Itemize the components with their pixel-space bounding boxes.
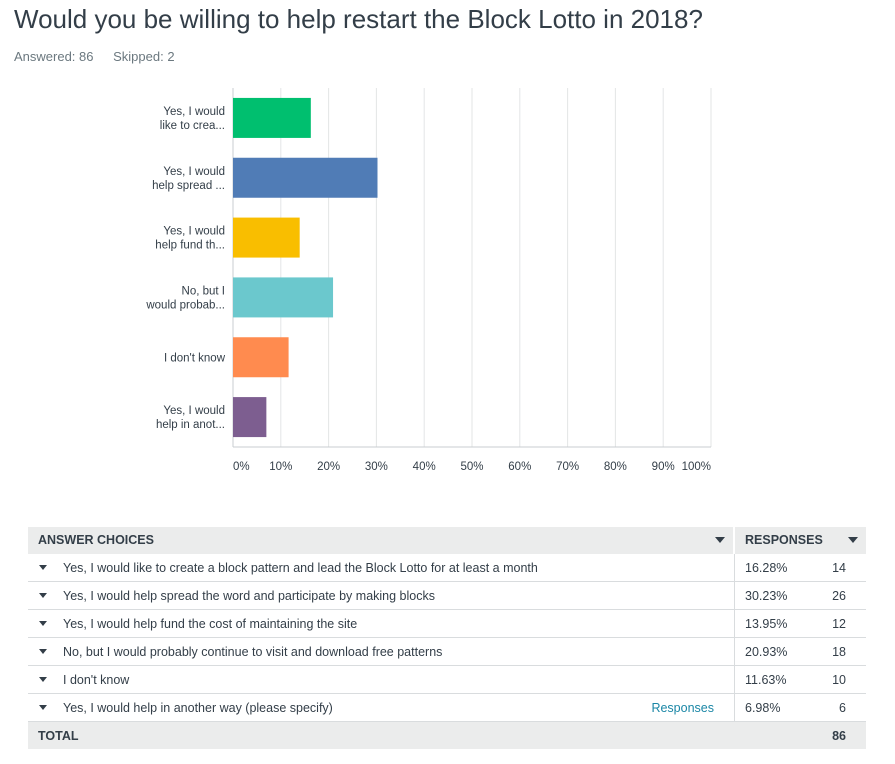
category-label: help in anot... bbox=[156, 419, 225, 431]
category-label: help fund th... bbox=[155, 240, 225, 252]
table-row: No, but I would probably continue to vis… bbox=[28, 638, 866, 666]
sort-caret-icon[interactable] bbox=[848, 537, 858, 543]
x-tick-label: 60% bbox=[508, 461, 531, 473]
bar bbox=[233, 217, 300, 258]
percent-cell: 6.98% bbox=[745, 700, 781, 715]
x-tick-label: 90% bbox=[652, 461, 675, 473]
bar-chart: 0% 10% 20% 30% 40% 50% 60% 70% 80% 90% 100% Yes, I … bbox=[145, 88, 712, 473]
answer-cell: I don't know bbox=[28, 666, 735, 693]
responses-header-label: RESPONSES bbox=[745, 533, 823, 547]
category-label: Yes, I would bbox=[163, 106, 225, 118]
answer-text: Yes, I would help spread the word and pa… bbox=[63, 588, 435, 603]
expand-caret-icon[interactable] bbox=[39, 677, 47, 682]
category-label: I don't know bbox=[164, 352, 226, 364]
x-tick-label: 30% bbox=[365, 461, 388, 473]
skipped-count: Skipped: 2 bbox=[113, 49, 175, 64]
bar bbox=[233, 397, 267, 438]
count-cell: 14 bbox=[832, 560, 846, 575]
answer-choices-header[interactable]: ANSWER CHOICES bbox=[28, 527, 735, 554]
table-header: ANSWER CHOICES RESPONSES bbox=[28, 527, 866, 554]
question-title: Would you be willing to help restart the… bbox=[14, 4, 703, 34]
bar bbox=[233, 157, 378, 198]
x-tick-label: 20% bbox=[317, 461, 340, 473]
answer-text: I don't know bbox=[63, 672, 130, 687]
expand-caret-icon[interactable] bbox=[39, 649, 47, 654]
category-label: Yes, I would bbox=[163, 226, 225, 238]
bar bbox=[233, 277, 334, 318]
bar bbox=[233, 337, 289, 378]
expand-caret-icon[interactable] bbox=[39, 565, 47, 570]
responses-link[interactable]: Responses bbox=[651, 700, 714, 715]
x-tick-label: 40% bbox=[413, 461, 436, 473]
answer-cell: No, but I would probably continue to vis… bbox=[28, 638, 735, 665]
table-row: I don't know 11.63% 10 bbox=[28, 666, 866, 694]
percent-cell: 11.63% bbox=[745, 672, 787, 687]
responses-header[interactable]: RESPONSES bbox=[735, 527, 866, 554]
x-tick-label: 10% bbox=[269, 461, 292, 473]
total-row: TOTAL 86 bbox=[28, 722, 866, 749]
percent-cell: 16.28% bbox=[745, 560, 788, 575]
answer-cell: Yes, I would help in another way (please… bbox=[28, 694, 735, 721]
answer-text: No, but I would probably continue to vis… bbox=[63, 644, 443, 659]
count-cell: 12 bbox=[832, 616, 846, 631]
answer-text: Yes, I would help fund the cost of maint… bbox=[63, 616, 358, 631]
category-label: No, but I bbox=[182, 285, 225, 297]
x-tick-label: 50% bbox=[460, 461, 483, 473]
category-label: would probab... bbox=[145, 299, 225, 311]
percent-cell: 13.95% bbox=[745, 616, 788, 631]
table-row: Yes, I would help in another way (please… bbox=[28, 694, 866, 722]
count-cell: 6 bbox=[839, 700, 846, 715]
expand-caret-icon[interactable] bbox=[39, 621, 47, 626]
x-tick-label: 100% bbox=[682, 461, 711, 473]
answered-count: Answered: 86 bbox=[14, 49, 94, 64]
count-cell: 26 bbox=[832, 588, 846, 603]
answer-text: Yes, I would like to create a block patt… bbox=[63, 560, 538, 575]
answer-text: Yes, I would help in another way (please… bbox=[63, 700, 333, 715]
count-cell: 18 bbox=[832, 644, 846, 659]
response-stats: Answered: 86 Skipped: 2 bbox=[14, 49, 175, 64]
x-tick-label: 80% bbox=[604, 461, 627, 473]
answer-cell: Yes, I would help spread the word and pa… bbox=[28, 582, 735, 609]
table-row: Yes, I would help spread the word and pa… bbox=[28, 582, 866, 610]
table-row: Yes, I would help fund the cost of maint… bbox=[28, 610, 866, 638]
total-count: 86 bbox=[832, 728, 846, 743]
category-label: Yes, I would bbox=[163, 166, 225, 178]
responses-table: ANSWER CHOICES RESPONSES Yes, I would li… bbox=[28, 527, 866, 749]
sort-caret-icon[interactable] bbox=[715, 537, 725, 543]
answer-choices-header-label: ANSWER CHOICES bbox=[38, 533, 154, 547]
category-label: help spread ... bbox=[152, 180, 225, 192]
expand-caret-icon[interactable] bbox=[39, 705, 47, 710]
answer-cell: Yes, I would like to create a block patt… bbox=[28, 554, 735, 581]
category-label: Yes, I would bbox=[163, 405, 225, 417]
x-tick-label: 70% bbox=[556, 461, 579, 473]
table-row: Yes, I would like to create a block patt… bbox=[28, 554, 866, 582]
x-tick-label: 0% bbox=[233, 461, 250, 473]
bar bbox=[233, 97, 311, 138]
expand-caret-icon[interactable] bbox=[39, 593, 47, 598]
count-cell: 10 bbox=[832, 672, 846, 687]
answer-cell: Yes, I would help fund the cost of maint… bbox=[28, 610, 735, 637]
total-label: TOTAL bbox=[38, 728, 79, 743]
percent-cell: 30.23% bbox=[745, 588, 788, 603]
category-label: like to crea... bbox=[160, 120, 225, 132]
percent-cell: 20.93% bbox=[745, 644, 788, 659]
